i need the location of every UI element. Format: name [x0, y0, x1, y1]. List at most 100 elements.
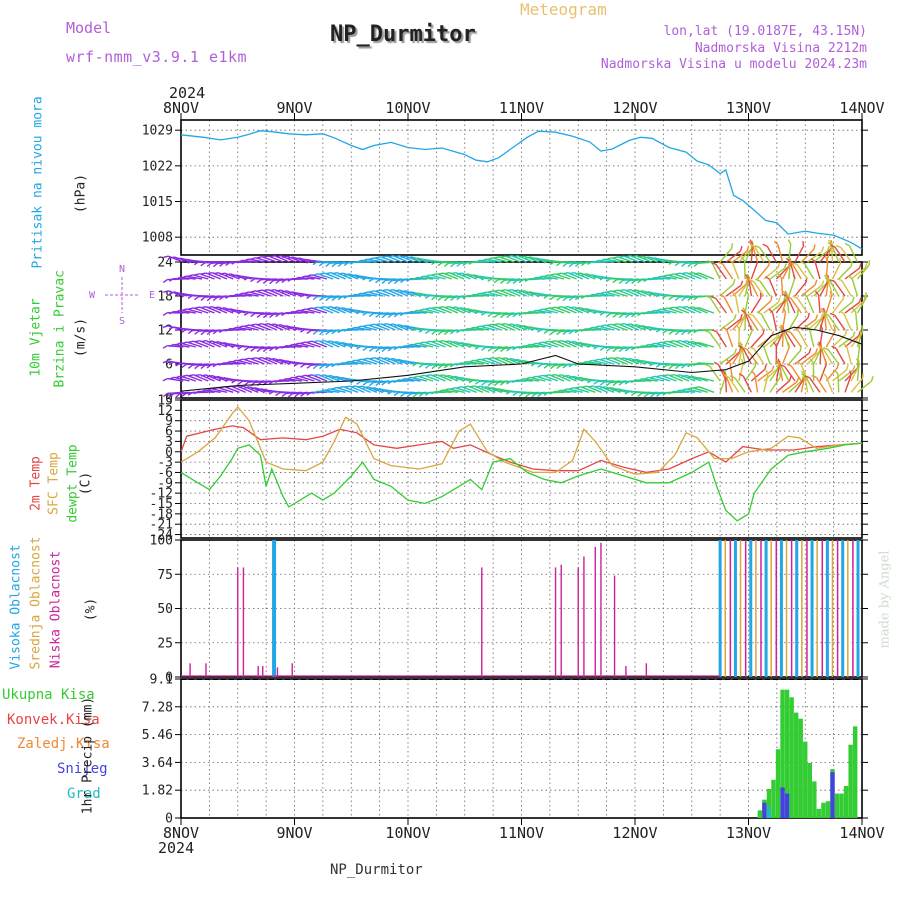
wind-barb-flag	[531, 375, 537, 379]
wind-barb	[809, 377, 821, 393]
wind-barb-flag	[463, 385, 469, 388]
wind-barb-flag	[368, 347, 374, 352]
wind-barb	[698, 307, 715, 314]
wind-barb-flag	[293, 276, 299, 281]
wind-barb-flag	[393, 313, 399, 318]
wind-barb-flag	[306, 274, 312, 278]
wind-barb-flag	[681, 305, 687, 309]
wind-barb-flag	[643, 278, 649, 283]
wind-barb-flag	[194, 340, 200, 343]
wind-barb-flag	[823, 274, 829, 280]
wind-barb-flag	[456, 262, 462, 267]
wind-barb-flag	[493, 347, 499, 353]
wind-barb-flag	[187, 274, 194, 278]
wind-barb-flag	[844, 329, 848, 335]
wind-barb	[803, 374, 809, 393]
wind-barb-flag	[549, 296, 555, 301]
wind-barb-flag	[469, 385, 475, 388]
wind-barb-flag	[819, 324, 824, 330]
precip-bar-total-precip	[848, 744, 853, 818]
wind-barb-flag	[243, 258, 249, 262]
wind-barb-flag	[387, 357, 394, 361]
wind-barb-flag	[450, 306, 456, 309]
wind-barb-flag	[779, 324, 784, 330]
cloud-bar-low-cloud	[291, 663, 293, 677]
wind-barb-flag	[169, 291, 175, 295]
wind-barb-flag	[593, 259, 599, 264]
cloud-bar-low-cloud	[257, 666, 259, 677]
cloud-overcast-bar	[724, 540, 726, 677]
wind-barb-flag	[456, 307, 462, 310]
cloud-overcast-bar	[729, 540, 732, 677]
wind-barb-flag	[733, 314, 737, 320]
wind-barb-flag	[263, 357, 269, 360]
wind-barb-flag	[839, 310, 845, 315]
wind-barb	[832, 334, 846, 348]
wind-barb-flag	[193, 261, 199, 266]
wind-barb-flag	[375, 256, 381, 259]
wind-barb-flag	[325, 305, 332, 309]
wind-barb-flag	[343, 360, 349, 365]
wind-barb-flag	[649, 362, 655, 367]
wind-barb	[716, 331, 727, 348]
cloud-overcast-bar	[856, 540, 860, 677]
wind-barb-flag	[331, 262, 337, 268]
wind-barb	[837, 374, 840, 393]
wind-barb	[794, 376, 806, 393]
wind-barb-flag	[206, 374, 213, 378]
wind-barb-flag	[581, 385, 587, 388]
wind-barb-flag	[218, 329, 224, 334]
wind-barb-flag	[631, 313, 636, 318]
wind-barb-flag	[518, 290, 525, 293]
wind-barb-flag	[425, 340, 431, 344]
page-title: NP_Durmitor	[330, 22, 476, 47]
wind-barb	[629, 357, 646, 365]
wind-barb	[807, 350, 821, 365]
precip-bar-total-precip	[812, 781, 817, 818]
precip-legend-total: Ukupna Kisa	[2, 687, 95, 703]
wind-barb-flag	[829, 290, 833, 297]
wind-barb-flag	[808, 347, 812, 354]
precip-bar-total-precip	[807, 763, 812, 818]
wind-barb-flag	[543, 364, 549, 369]
cloud-overcast-bar	[821, 540, 824, 677]
wind-barb	[711, 262, 721, 280]
wind-barb-flag	[643, 326, 649, 330]
wind-barb	[834, 314, 846, 331]
wind-barb-flag	[820, 307, 825, 313]
wind-barb	[249, 386, 265, 393]
y-tick-label: 6	[165, 425, 173, 440]
wind-barb-flag	[462, 273, 468, 276]
wind-barb-flag	[393, 379, 399, 384]
wind-barb-flag	[562, 374, 568, 378]
wind-barb-flag	[512, 289, 519, 292]
wind-barb-flag	[487, 312, 493, 318]
wind-barb-flag	[200, 374, 207, 377]
wind-barb-flag	[287, 376, 293, 380]
wind-barb-flag	[219, 272, 225, 275]
wind-barb-flag	[218, 362, 224, 366]
wind-barb-flag	[580, 295, 586, 300]
wind-barb-flag	[462, 343, 468, 347]
wind-barb-flag	[518, 392, 524, 398]
wind-barb-flag	[512, 313, 518, 318]
wind-barb-flag	[437, 262, 443, 267]
compass-north: N	[119, 264, 125, 275]
wind-barb-flag	[312, 273, 319, 276]
wind-barb	[854, 312, 859, 331]
wind-barb-flag	[587, 261, 593, 265]
wind-barb	[758, 247, 771, 263]
wind-barb-flag	[844, 242, 850, 247]
wind-barb	[523, 290, 540, 297]
wind-barb-flag	[493, 256, 500, 259]
wind-barb-flag	[858, 297, 862, 303]
wind-barb-flag	[400, 279, 405, 284]
wind-barb-flag	[343, 261, 349, 267]
precip-bar-total-precip	[843, 785, 849, 818]
wind-barb	[342, 307, 359, 314]
wind-barb-flag	[418, 363, 424, 368]
wind-barb-flag	[858, 330, 861, 336]
wind-barb-flag	[487, 387, 493, 390]
wind-barb-flag	[437, 296, 443, 301]
